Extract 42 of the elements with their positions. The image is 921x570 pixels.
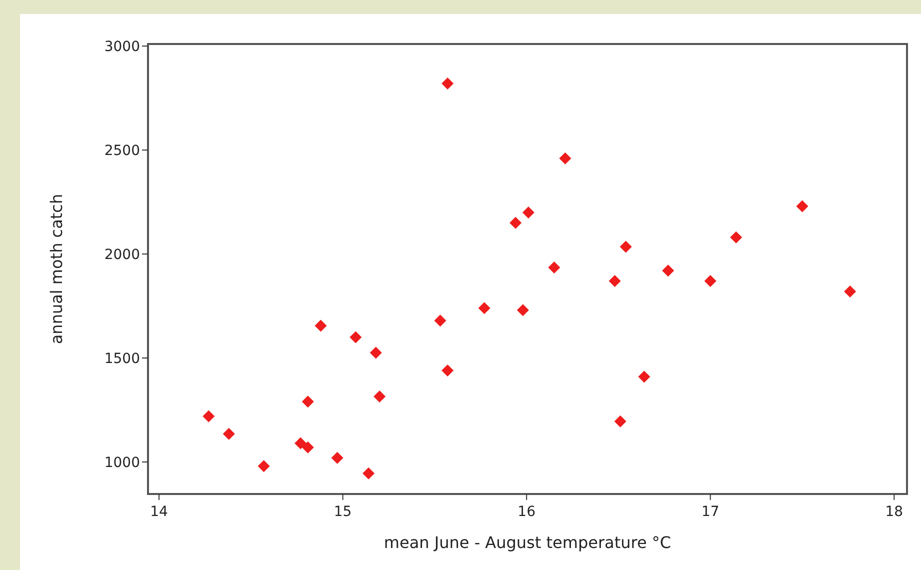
point (294, 437, 307, 450)
point (548, 262, 560, 274)
point (522, 206, 534, 218)
point (331, 452, 344, 464)
x-axis-title: mean June - August temperature °C (384, 533, 672, 552)
point (608, 275, 621, 288)
point (704, 275, 716, 288)
point (442, 364, 454, 376)
point (442, 78, 454, 90)
x-tick-label: 18 (885, 504, 904, 520)
y-tick-label: 3000 (104, 39, 140, 56)
y-axis-title: annual moth catch (47, 194, 66, 344)
point (478, 302, 490, 314)
x-tick-label: 14 (150, 504, 168, 520)
y-tick-label: 2000 (104, 247, 140, 264)
point (302, 396, 314, 408)
point (202, 410, 215, 422)
point (730, 231, 742, 244)
x-tick-label: 15 (334, 504, 352, 520)
point (314, 320, 327, 332)
y-tick-label: 2500 (104, 143, 140, 160)
point (362, 467, 375, 480)
point (662, 264, 674, 277)
point (302, 441, 314, 454)
point (434, 314, 446, 327)
point (844, 285, 856, 298)
point (796, 200, 808, 212)
point (258, 460, 270, 472)
y-tick-label: 1000 (104, 454, 140, 471)
x-tick-label: 16 (518, 504, 536, 520)
point (516, 304, 529, 316)
y-tick-label: 1500 (104, 351, 140, 367)
point (510, 216, 522, 229)
point (620, 240, 632, 253)
point (222, 428, 235, 440)
x-tick-label: 17 (701, 504, 720, 520)
point (638, 370, 650, 383)
point (374, 390, 386, 402)
point (350, 331, 362, 344)
point (559, 152, 572, 164)
point (370, 346, 382, 359)
point (614, 415, 626, 428)
